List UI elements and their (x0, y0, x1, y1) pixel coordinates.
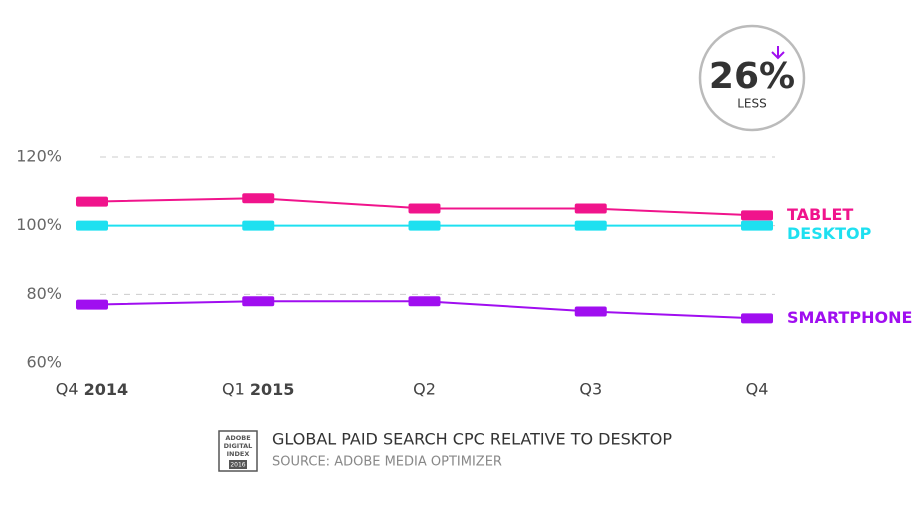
legend-label: TABLET (787, 205, 853, 224)
point-marker (574, 220, 607, 231)
logo-text: INDEX (227, 450, 250, 458)
chart-source: SOURCE: ADOBE MEDIA OPTIMIZER (272, 455, 502, 470)
point-marker (242, 296, 275, 307)
y-tick-label: 120% (16, 147, 62, 166)
point-marker (574, 203, 607, 214)
point-marker (76, 196, 108, 207)
point-marker (741, 220, 773, 231)
badge-arrow (771, 46, 785, 60)
y-tick-label: 60% (26, 353, 62, 372)
point-marker (741, 210, 773, 221)
point-marker (76, 220, 108, 231)
x-tick-label: Q2 (413, 380, 436, 399)
x-tick-label: Q4 2014 (56, 380, 128, 399)
logo-text: 2016 (230, 462, 245, 469)
point-marker (574, 306, 607, 317)
point-marker (741, 313, 773, 324)
y-tick-label: 80% (26, 284, 62, 303)
badge-value: 26% (709, 56, 795, 97)
chart-title: GLOBAL PAID SEARCH CPC RELATIVE TO DESKT… (272, 430, 672, 449)
legend-label: SMARTPHONE (787, 308, 912, 327)
legend-label: DESKTOP (787, 224, 872, 243)
badge-label: LESS (737, 97, 767, 111)
point-marker (242, 220, 275, 231)
logo-text: DIGITAL (224, 442, 253, 450)
point-marker (408, 203, 441, 214)
point-marker (408, 296, 441, 307)
point-marker (242, 193, 275, 204)
logo-text: ADOBE (225, 434, 250, 442)
point-marker (408, 220, 441, 231)
y-tick-label: 100% (16, 215, 62, 234)
x-tick-label: Q4 (746, 380, 769, 399)
x-tick-label: Q1 2015 (222, 380, 294, 399)
point-marker (76, 299, 108, 310)
logo-year-box (229, 460, 247, 469)
x-tick-label: Q3 (579, 380, 602, 399)
